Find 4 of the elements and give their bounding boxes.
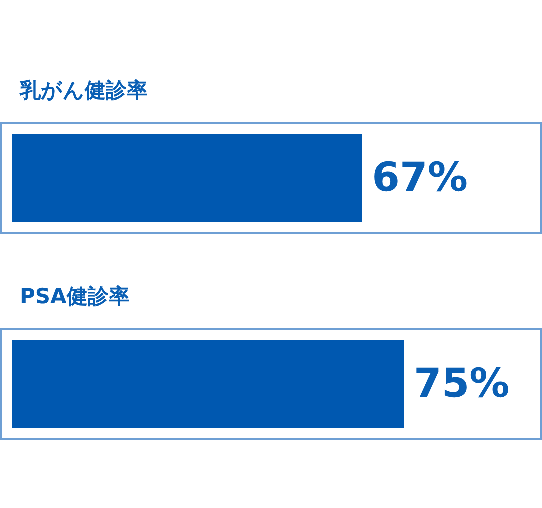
data-label: 67%: [372, 155, 468, 201]
y-tick-label: 乳がん健診率: [19, 78, 148, 102]
y-tick-label: PSA健診率: [20, 284, 130, 308]
data-label: 75%: [414, 361, 510, 407]
